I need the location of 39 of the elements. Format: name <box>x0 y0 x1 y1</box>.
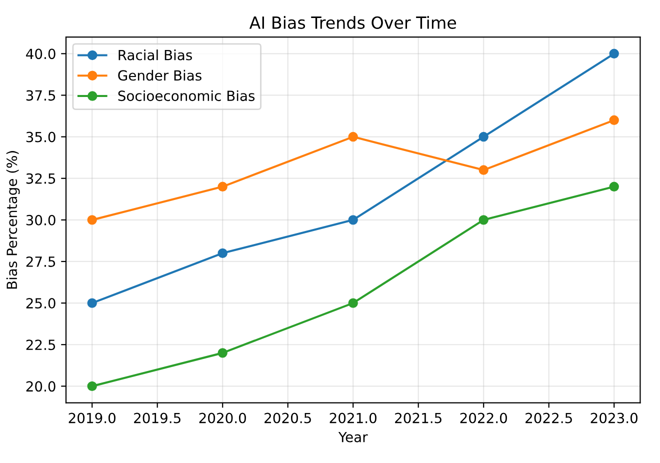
point <box>218 182 228 192</box>
x-tick-label: 2020.0 <box>199 412 246 424</box>
y-tick-label: 27.5 <box>26 256 56 267</box>
y-tick-label: 35.0 <box>26 132 56 142</box>
point <box>348 215 358 225</box>
y-tick-label: 22.5 <box>26 340 56 350</box>
point <box>478 215 488 225</box>
x-tick-label: 2022.5 <box>526 412 572 424</box>
point <box>478 132 488 142</box>
x-axis-title: Year <box>338 432 368 442</box>
x-tick-label: 2021.5 <box>395 412 442 424</box>
point <box>348 132 358 142</box>
x-tick-label: 2022.0 <box>460 412 507 424</box>
point <box>478 165 488 175</box>
legend-label: Gender Bias <box>118 70 202 81</box>
y-axis-title: Bias Percentage (%) <box>6 151 20 289</box>
point <box>87 215 97 225</box>
x-tick-label: 2019.5 <box>134 412 180 424</box>
legend-label: Racial Bias <box>118 50 192 60</box>
point <box>218 348 228 358</box>
y-tick-label: 30.0 <box>26 214 56 226</box>
x-tick-label: 2021.0 <box>330 412 376 424</box>
point <box>609 182 619 192</box>
point <box>609 48 619 59</box>
chart-title: AI Bias Trends Over Time <box>249 16 456 29</box>
point <box>218 248 228 258</box>
x-tick-label: 2019.0 <box>68 412 116 424</box>
y-tick-label: 32.5 <box>26 173 56 184</box>
point <box>348 298 358 308</box>
y-tick-label: 25.0 <box>26 298 56 309</box>
point <box>87 381 97 392</box>
point <box>87 298 97 308</box>
x-tick-label: 2020.5 <box>264 412 311 424</box>
legend-label: Socioeconomic Bias <box>118 90 255 102</box>
y-tick-label: 20.0 <box>26 381 56 392</box>
y-tick-label: 40.0 <box>26 48 56 60</box>
x-tick-label: 2023.0 <box>590 412 638 424</box>
point <box>609 115 619 126</box>
y-tick-label: 37.5 <box>26 90 56 101</box>
